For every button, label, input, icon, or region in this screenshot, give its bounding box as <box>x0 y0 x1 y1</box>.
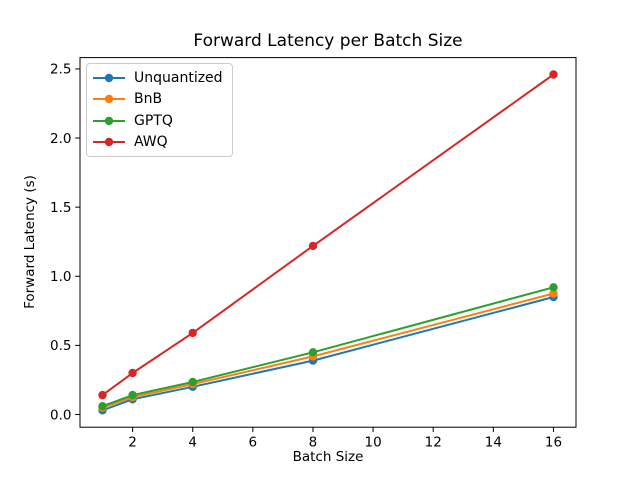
chart-title: Forward Latency per Batch Size <box>193 31 463 51</box>
data-point-awq <box>308 241 318 251</box>
y-tick-label: 2.0 <box>50 131 71 147</box>
line-marker-icon <box>93 138 125 147</box>
data-point-awq <box>98 390 107 400</box>
y-tick-label: 0.5 <box>50 338 71 354</box>
data-point-awq <box>549 70 558 79</box>
series-line-unquantized <box>102 296 554 412</box>
y-tick-label: 1.5 <box>50 200 71 216</box>
legend-label: Unquantized <box>134 69 223 86</box>
x-axis-label: Batch Size <box>292 449 364 465</box>
legend-item-unquantized: Unquantized <box>93 67 223 89</box>
data-point-awq <box>128 368 137 378</box>
axes-frame <box>79 57 577 428</box>
x-tick-label: 12 <box>425 435 442 451</box>
data-point-gptq <box>98 402 107 411</box>
legend-item-gptq: GPTQ <box>93 110 223 132</box>
legend: Unquantized BnB GPTQ AWQ <box>86 63 233 157</box>
line-marker-icon <box>93 73 125 82</box>
x-tick-label: 10 <box>364 435 381 451</box>
legend-label: AWQ <box>134 134 168 151</box>
y-axis-label: Forward Latency (s) <box>22 175 38 309</box>
data-point-awq <box>188 328 197 338</box>
x-tick-label: 16 <box>545 435 562 451</box>
data-point-gptq <box>549 283 558 292</box>
x-tick-label: 2 <box>128 435 137 451</box>
x-tick-label: 4 <box>188 435 197 451</box>
x-tick-label: 6 <box>249 435 258 451</box>
x-tick-label: 8 <box>309 435 318 451</box>
y-tick-label: 0.0 <box>50 407 71 423</box>
y-tick-label: 1.0 <box>50 269 71 285</box>
x-tick-label: 14 <box>485 435 502 451</box>
data-point-gptq <box>308 348 318 357</box>
legend-item-bnb: BnB <box>93 89 223 111</box>
legend-item-awq: AWQ <box>93 132 223 154</box>
data-point-bnb <box>549 289 558 298</box>
data-point-gptq <box>188 377 197 387</box>
line-marker-icon <box>93 95 125 104</box>
line-marker-icon <box>93 116 125 125</box>
legend-label: BnB <box>134 91 163 108</box>
data-point-gptq <box>128 390 137 400</box>
legend-label: GPTQ <box>134 112 173 129</box>
y-tick-label: 2.5 <box>50 62 71 78</box>
